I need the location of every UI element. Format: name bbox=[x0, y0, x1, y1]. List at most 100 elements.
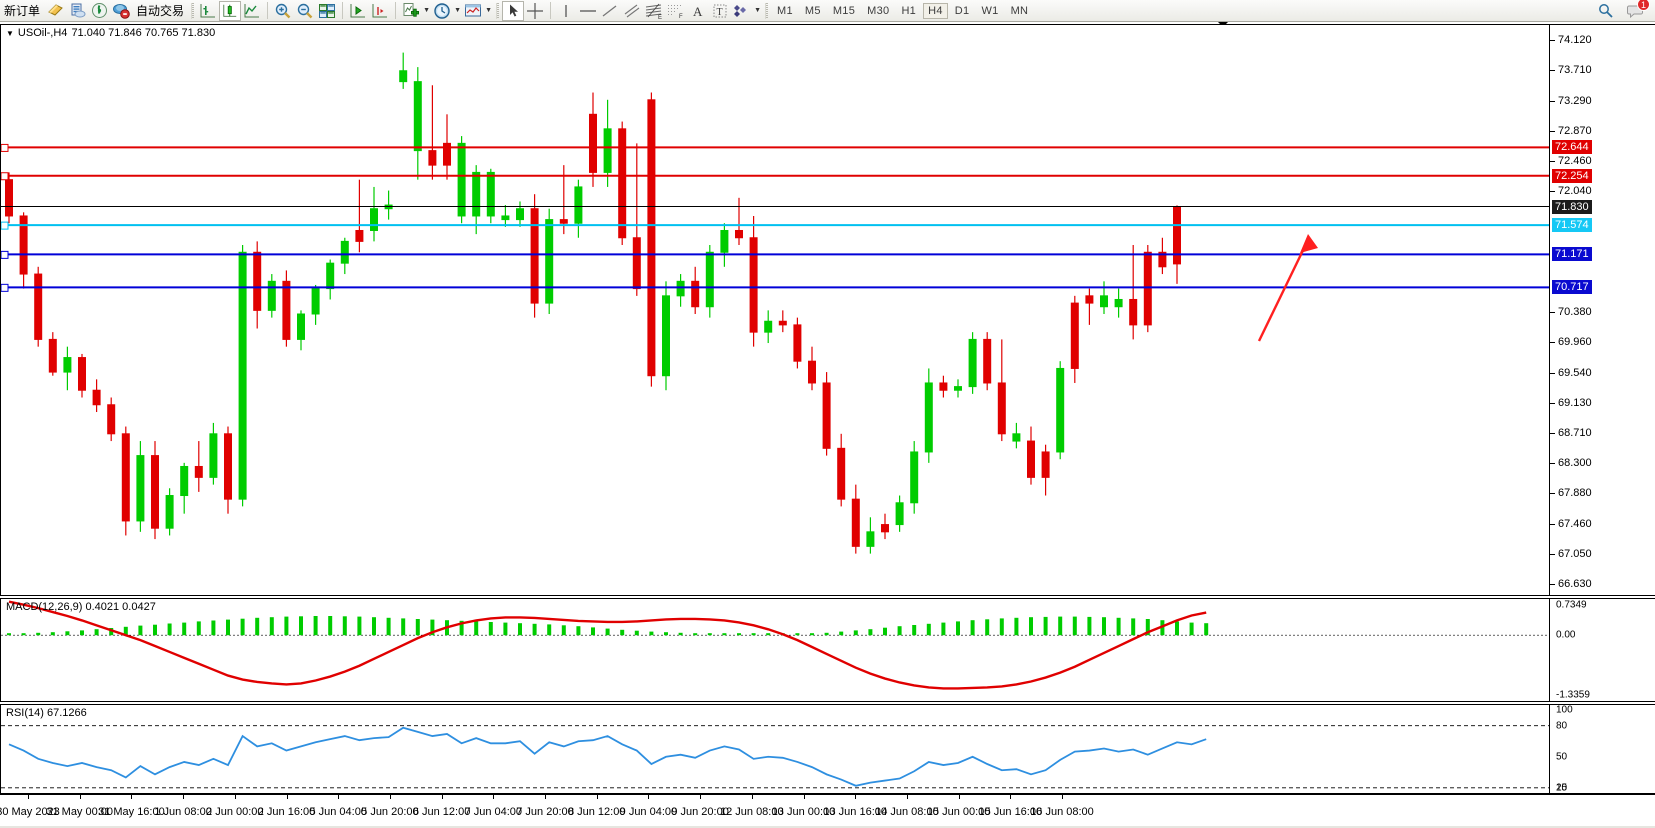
price-tag-current-price[interactable]: 71.830 bbox=[1552, 199, 1592, 214]
timeframe-m30[interactable]: M30 bbox=[867, 4, 890, 17]
time-tick bbox=[28, 795, 29, 799]
text-box-icon[interactable]: T bbox=[709, 1, 731, 21]
time-tick bbox=[234, 795, 236, 799]
price-tick-label: 68.710 bbox=[1558, 427, 1592, 440]
profile-icon[interactable] bbox=[44, 1, 66, 21]
template-icon[interactable] bbox=[462, 1, 484, 21]
vline-icon[interactable] bbox=[555, 1, 577, 21]
time-tick-label: 13 Jun 00:00 bbox=[771, 806, 836, 818]
price-tag-support-blue-2[interactable]: 70.717 bbox=[1552, 280, 1592, 295]
chevron-down-icon-4[interactable]: ▼ bbox=[754, 7, 761, 14]
price-tick bbox=[1550, 131, 1555, 132]
new-order-button[interactable]: 新订单 bbox=[4, 4, 41, 18]
time-tick-label: 30 May 2023 bbox=[0, 806, 60, 818]
time-tick bbox=[751, 795, 753, 799]
price-tick bbox=[1550, 523, 1555, 525]
price-tick-label: 67.050 bbox=[1558, 547, 1592, 560]
price-tag-resistance-2[interactable]: 72.254 bbox=[1552, 168, 1592, 183]
auto-scroll-icon[interactable] bbox=[347, 1, 369, 21]
price-tick-label: 67.460 bbox=[1558, 517, 1592, 530]
search-icon[interactable] bbox=[1595, 1, 1617, 21]
horizontal-scrollbar[interactable] bbox=[0, 826, 1655, 828]
timeframe-h1[interactable]: H1 bbox=[901, 4, 917, 17]
autotrade-icon[interactable] bbox=[110, 1, 132, 21]
chevron-down-icon-2[interactable]: ▼ bbox=[454, 7, 461, 14]
line-chart-icon[interactable] bbox=[241, 1, 263, 21]
rsi-scale: 100 80 50 20 15 bbox=[1550, 704, 1655, 794]
price-tag-resistance-1[interactable]: 72.644 bbox=[1552, 140, 1592, 155]
text-label-icon[interactable]: F bbox=[665, 1, 687, 21]
toolbar-separator-3 bbox=[765, 2, 769, 19]
fibonacci-icon[interactable]: E bbox=[643, 1, 665, 21]
timeframe-w1[interactable]: W1 bbox=[981, 4, 999, 17]
time-tick-label: 15 Jun 16:00 bbox=[978, 806, 1043, 818]
time-tick bbox=[286, 795, 288, 799]
chat-icon[interactable]: 1 bbox=[1625, 0, 1650, 21]
timeframe-mn[interactable]: MN bbox=[1010, 4, 1029, 17]
price-tick-label: 70.380 bbox=[1558, 305, 1592, 318]
price-tag-support-cyan[interactable]: 71.574 bbox=[1552, 218, 1592, 233]
svg-text:E: E bbox=[658, 15, 662, 20]
bar-chart-icon[interactable] bbox=[197, 1, 219, 21]
text-a-icon[interactable]: A bbox=[687, 1, 709, 21]
time-tick bbox=[958, 795, 960, 799]
timeframe-m1[interactable]: M1 bbox=[777, 4, 793, 17]
macd-scale-label: 0.00 bbox=[1556, 629, 1576, 641]
rsi-pane[interactable]: RSI(14) 67.1266 bbox=[0, 704, 1550, 794]
signals-icon[interactable] bbox=[88, 1, 110, 21]
time-tick bbox=[1010, 795, 1012, 799]
chevron-down-icon[interactable]: ▼ bbox=[423, 7, 430, 14]
autotrade-label[interactable]: 自动交易 bbox=[136, 4, 185, 18]
publisher-icon[interactable] bbox=[66, 1, 88, 21]
time-tick bbox=[183, 795, 185, 799]
timeframe-m5[interactable]: M5 bbox=[804, 4, 821, 17]
timeframe-h4[interactable]: H4 bbox=[923, 2, 948, 19]
timeframe-m15[interactable]: M15 bbox=[832, 4, 856, 17]
price-tick bbox=[1550, 584, 1555, 586]
timeframe-group: M1 M5 M15 M30 H1 H4 D1 W1 MN bbox=[771, 2, 1034, 19]
equidistant-channel-icon[interactable] bbox=[621, 1, 643, 21]
price-scale[interactable]: 74.120 73.710 73.290 72.870 72.460 72.040 70.3… bbox=[1550, 24, 1655, 596]
time-tick bbox=[855, 795, 857, 799]
crosshair-icon[interactable] bbox=[524, 1, 546, 21]
timeframe-d1[interactable]: D1 bbox=[954, 4, 970, 17]
time-tick-label: 1 Jun 08:00 bbox=[154, 806, 212, 818]
shapes-icon[interactable] bbox=[731, 1, 753, 21]
rsi-label: RSI(14) 67.1266 bbox=[6, 707, 87, 719]
caret-down-icon[interactable]: ▼ bbox=[6, 28, 14, 38]
zoom-out-icon[interactable] bbox=[294, 1, 316, 21]
rsi-scale-label: 20 bbox=[1556, 782, 1568, 794]
toolbar-right-group: 1 bbox=[1595, 0, 1655, 21]
price-tick bbox=[1550, 100, 1555, 102]
time-tick-label: 2 Jun 16:00 bbox=[257, 806, 316, 818]
time-axis[interactable]: 30 May 2023 31 May 00:00 31 May 16:00 1 Jun… bbox=[0, 794, 1655, 828]
cursor-icon[interactable] bbox=[502, 0, 525, 21]
chart-shift-icon[interactable] bbox=[369, 1, 391, 21]
svg-text:F: F bbox=[679, 14, 683, 20]
price-plot[interactable] bbox=[1, 25, 1549, 595]
time-tick-label: 12 Jun 08:00 bbox=[719, 806, 784, 818]
time-tick-label: 16 Jun 08:00 bbox=[1030, 806, 1094, 818]
price-tag-support-blue-1[interactable]: 71.171 bbox=[1552, 247, 1592, 262]
price-tick bbox=[1550, 40, 1555, 42]
price-pane[interactable]: ▼ USOil-,H4 71.040 71.846 70.765 71.830 bbox=[0, 24, 1550, 596]
time-tick-label: 7 Jun 20:00 bbox=[516, 806, 574, 818]
price-tick-label: 69.130 bbox=[1558, 396, 1592, 409]
hline-icon[interactable] bbox=[577, 1, 599, 21]
tile-windows-icon[interactable] bbox=[316, 1, 338, 21]
candlestick-icon[interactable] bbox=[219, 0, 242, 21]
period-icon[interactable] bbox=[431, 1, 453, 21]
price-tick-label: 72.460 bbox=[1558, 154, 1592, 167]
up-arrow-annotation[interactable] bbox=[1257, 234, 1318, 342]
rsi-scale-label: 15 bbox=[1556, 782, 1568, 794]
add-indicator-icon[interactable] bbox=[400, 1, 422, 21]
trendline-icon[interactable] bbox=[599, 1, 621, 21]
macd-pane[interactable]: MACD(12,26,9) 0.4021 0.0427 bbox=[0, 598, 1550, 702]
price-tick-label: 74.120 bbox=[1558, 34, 1592, 47]
chevron-down-icon-3[interactable]: ▼ bbox=[485, 7, 492, 14]
time-tick-label: 7 Jun 04:00 bbox=[464, 806, 523, 818]
zoom-in-icon[interactable] bbox=[272, 1, 294, 21]
time-tick-label: 14 Jun 08:00 bbox=[875, 806, 939, 818]
toolbar-separator bbox=[191, 2, 195, 19]
ohlc-values: 71.040 71.846 70.765 71.830 bbox=[71, 27, 216, 39]
